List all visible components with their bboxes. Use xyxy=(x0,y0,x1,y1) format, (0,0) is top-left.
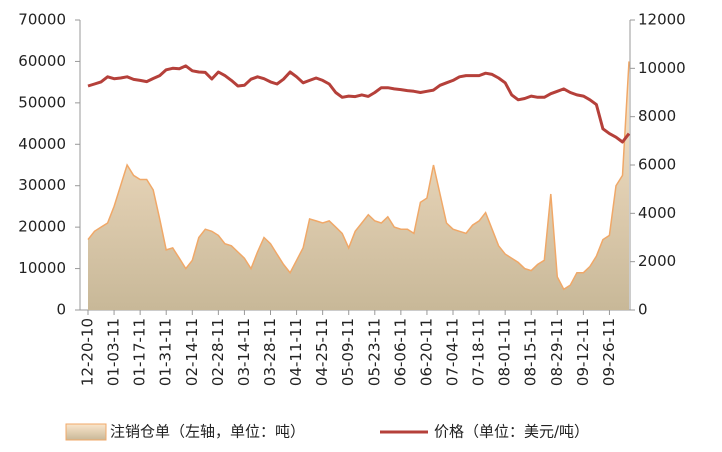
y-tick-label: 50000 xyxy=(18,93,66,111)
legend-label: 价格（单位：美元/吨） xyxy=(434,423,589,441)
y2-tick-label: 2000 xyxy=(638,252,676,270)
x-tick-label: 08-29-11 xyxy=(548,318,566,386)
x-tick-label: 07-04-11 xyxy=(444,318,462,386)
y2-tick-label: 10000 xyxy=(638,59,686,77)
area-fill xyxy=(88,61,629,311)
x-tick-label: 04-25-11 xyxy=(313,318,331,386)
y-tick-label: 30000 xyxy=(18,176,66,194)
price-line xyxy=(87,64,631,144)
y-tick-label: 40000 xyxy=(18,135,66,153)
x-tick-label: 12-20-10 xyxy=(79,318,97,386)
area-outline xyxy=(87,61,630,291)
y2-tick-label: 6000 xyxy=(638,156,676,174)
x-tick-label: 02-14-11 xyxy=(183,318,201,386)
x-tick-label: 05-23-11 xyxy=(365,318,383,386)
y2-tick-label: 12000 xyxy=(638,11,686,29)
x-tick-label: 06-06-11 xyxy=(391,318,409,386)
y2-tick-label: 4000 xyxy=(638,204,676,222)
x-tick-label: 01-03-11 xyxy=(105,318,123,386)
y-tick-label: 20000 xyxy=(18,218,66,236)
x-tick-label: 09-12-11 xyxy=(574,318,592,386)
x-tick-label: 07-18-11 xyxy=(470,318,488,386)
x-tick-label: 03-28-11 xyxy=(261,318,279,386)
x-tick-label: 04-11-11 xyxy=(287,318,305,386)
x-tick-label: 05-09-11 xyxy=(339,318,357,386)
x-tick-label: 06-20-11 xyxy=(417,318,435,386)
y-tick-label: 70000 xyxy=(18,11,66,29)
x-tick-label: 02-28-11 xyxy=(209,318,227,386)
x-tick-label: 01-17-11 xyxy=(131,318,149,386)
x-tick-label: 03-14-11 xyxy=(235,318,253,386)
y-tick-label: 60000 xyxy=(18,52,66,70)
y2-tick-label: 0 xyxy=(638,301,648,319)
x-tick-label: 01-31-11 xyxy=(157,318,175,386)
y-tick-label: 10000 xyxy=(18,259,66,277)
legend-swatch xyxy=(65,423,107,441)
x-tick-label: 08-01-11 xyxy=(496,318,514,386)
x-tick-label: 08-15-11 xyxy=(522,318,540,386)
y-tick-label: 0 xyxy=(56,301,66,319)
y2-tick-label: 8000 xyxy=(638,107,676,125)
x-tick-label: 09-26-11 xyxy=(600,318,618,386)
legend-label: 注销仓单（左轴，单位：吨） xyxy=(110,423,305,441)
